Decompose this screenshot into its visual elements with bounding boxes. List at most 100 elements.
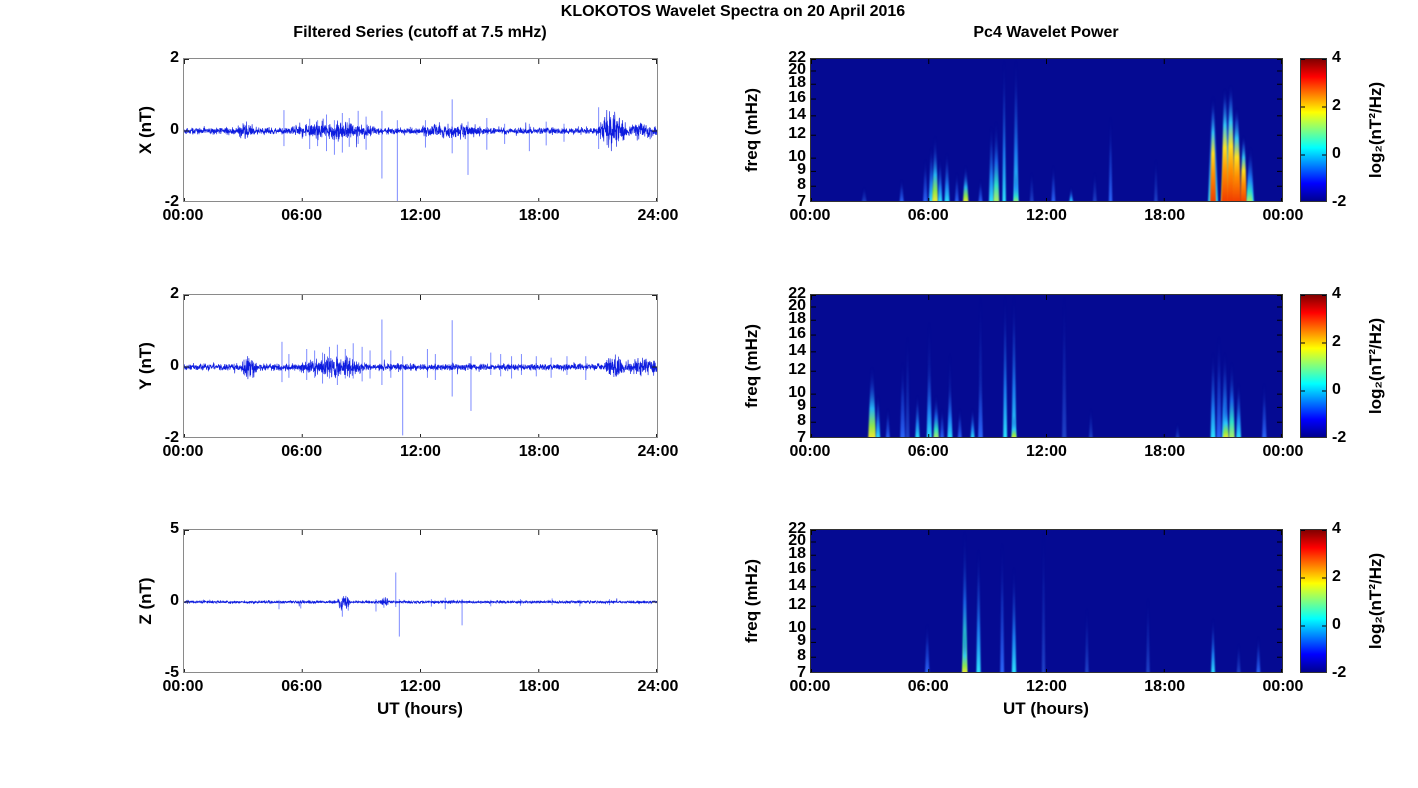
power-streak (868, 366, 876, 437)
y-tick-label: 7 (797, 664, 806, 681)
power-streak (1062, 295, 1067, 437)
power-streak (905, 335, 910, 437)
colorbar-Zw (1300, 529, 1327, 673)
y-tick-label: 10 (788, 148, 806, 166)
power-streak (1210, 99, 1216, 201)
x-tick-label: 00:00 (1262, 207, 1304, 224)
power-streak (1146, 596, 1150, 672)
y-tick-label: 12 (788, 125, 806, 143)
power-streak (1089, 407, 1093, 437)
x-tick-label: 00:00 (162, 443, 204, 460)
spectrogram-plot-Xw (810, 58, 1283, 202)
y-tick-label: 12 (788, 361, 806, 379)
power-streak (1221, 88, 1229, 201)
y-tick-label: 5 (170, 520, 179, 537)
y-tick-label: -2 (164, 429, 179, 446)
y-tick-label: 16 (788, 325, 806, 343)
power-streak (1228, 361, 1235, 437)
power-streak (1154, 158, 1158, 201)
y-axis-label: freq (mHz) (742, 87, 761, 173)
power-streak (962, 530, 968, 672)
power-streak (940, 407, 944, 437)
power-streak (1210, 352, 1216, 437)
x-tick-label: 00:00 (1262, 443, 1304, 460)
power-streak (875, 394, 881, 437)
y-tick-label: 12 (788, 596, 806, 614)
power-streak (978, 371, 983, 437)
power-streak (1175, 422, 1180, 437)
colorbar-Yw (1300, 294, 1327, 438)
y-tick-label: 8 (797, 176, 806, 194)
power-streak (963, 165, 969, 201)
timeseries-svg-X (184, 59, 657, 201)
y-axis-label: freq (mHz) (742, 558, 761, 644)
y-axis-label: freq (mHz) (742, 323, 761, 409)
power-streak (976, 548, 981, 672)
power-streak (1211, 617, 1215, 672)
spectrogram-plot-Yw (810, 294, 1283, 438)
power-streak (925, 623, 930, 672)
power-streak (1003, 295, 1008, 437)
x-tick-label: 12:00 (1026, 678, 1067, 695)
y-tick-label: 20 (788, 60, 806, 78)
colorbar-Xw (1300, 58, 1327, 202)
power-streak (899, 179, 904, 201)
colorbar-tick-label: 4 (1332, 285, 1341, 302)
power-streak (1011, 566, 1017, 672)
x-tick-label: 06:00 (281, 443, 323, 460)
y-axis-label: Z (nT) (136, 577, 155, 625)
x-tick-label: 06:00 (281, 207, 323, 224)
y-tick-label: 22 (788, 49, 806, 66)
power-streak (957, 407, 962, 437)
y-tick-label: 16 (788, 560, 806, 578)
x-tick-label: 18:00 (1144, 207, 1186, 224)
power-streak (1013, 59, 1019, 201)
power-streak (1232, 107, 1242, 201)
power-streak (937, 158, 943, 201)
y-tick-label: 14 (788, 105, 806, 123)
colorbar-tick-label: -2 (1332, 193, 1347, 210)
series-trace (184, 353, 657, 380)
y-axis-label: Y (nT) (136, 342, 155, 390)
y-tick-label: 7 (797, 429, 806, 446)
colorbar-tick-label: 4 (1332, 49, 1341, 66)
x-tick-label: 12:00 (1026, 443, 1067, 460)
x-tick-label: 00:00 (789, 207, 831, 224)
timeseries-plot-X (183, 58, 658, 202)
power-streak (993, 120, 1000, 201)
y-tick-label: 10 (788, 619, 806, 637)
y-tick-label: 9 (797, 632, 806, 650)
power-streak (861, 186, 867, 201)
colorbar-label: log₂(nT²/Hz) (1366, 81, 1385, 179)
x-tick-label: 18:00 (518, 443, 560, 460)
colorbar-ticks-Xw (1301, 59, 1326, 156)
x-tick-label: 00:00 (162, 678, 204, 695)
y-tick-label: 18 (788, 545, 806, 563)
y-tick-label: 0 (170, 357, 179, 374)
x-tick-label: 18:00 (1144, 443, 1186, 460)
figure-title: KLOKOTOS Wavelet Spectra on 20 April 201… (560, 3, 906, 20)
y-tick-label: 16 (788, 89, 806, 107)
colorbar-tick-label: 2 (1332, 97, 1341, 114)
series-trace (184, 109, 657, 152)
power-streak (947, 382, 953, 437)
power-streak (1240, 135, 1247, 201)
power-streak (1262, 382, 1267, 437)
power-streak (1256, 636, 1261, 672)
power-streak (988, 125, 994, 201)
y-tick-label: 0 (170, 121, 179, 138)
power-streak (915, 394, 920, 437)
colorbar-label: log₂(nT²/Hz) (1366, 317, 1385, 415)
x-tick-label: 12:00 (400, 443, 441, 460)
power-streak (944, 152, 950, 201)
spectrogram-plot-Zw (810, 529, 1283, 673)
power-streak (1246, 152, 1253, 201)
y-tick-label: 18 (788, 310, 806, 328)
series-trace (184, 595, 657, 611)
colorbar-tick-label: 0 (1332, 381, 1341, 398)
timeseries-svg-Z (184, 530, 657, 672)
timeseries-plot-Z (183, 529, 658, 673)
colorbar-tick-label: 0 (1332, 616, 1341, 633)
power-streak (1029, 171, 1034, 201)
